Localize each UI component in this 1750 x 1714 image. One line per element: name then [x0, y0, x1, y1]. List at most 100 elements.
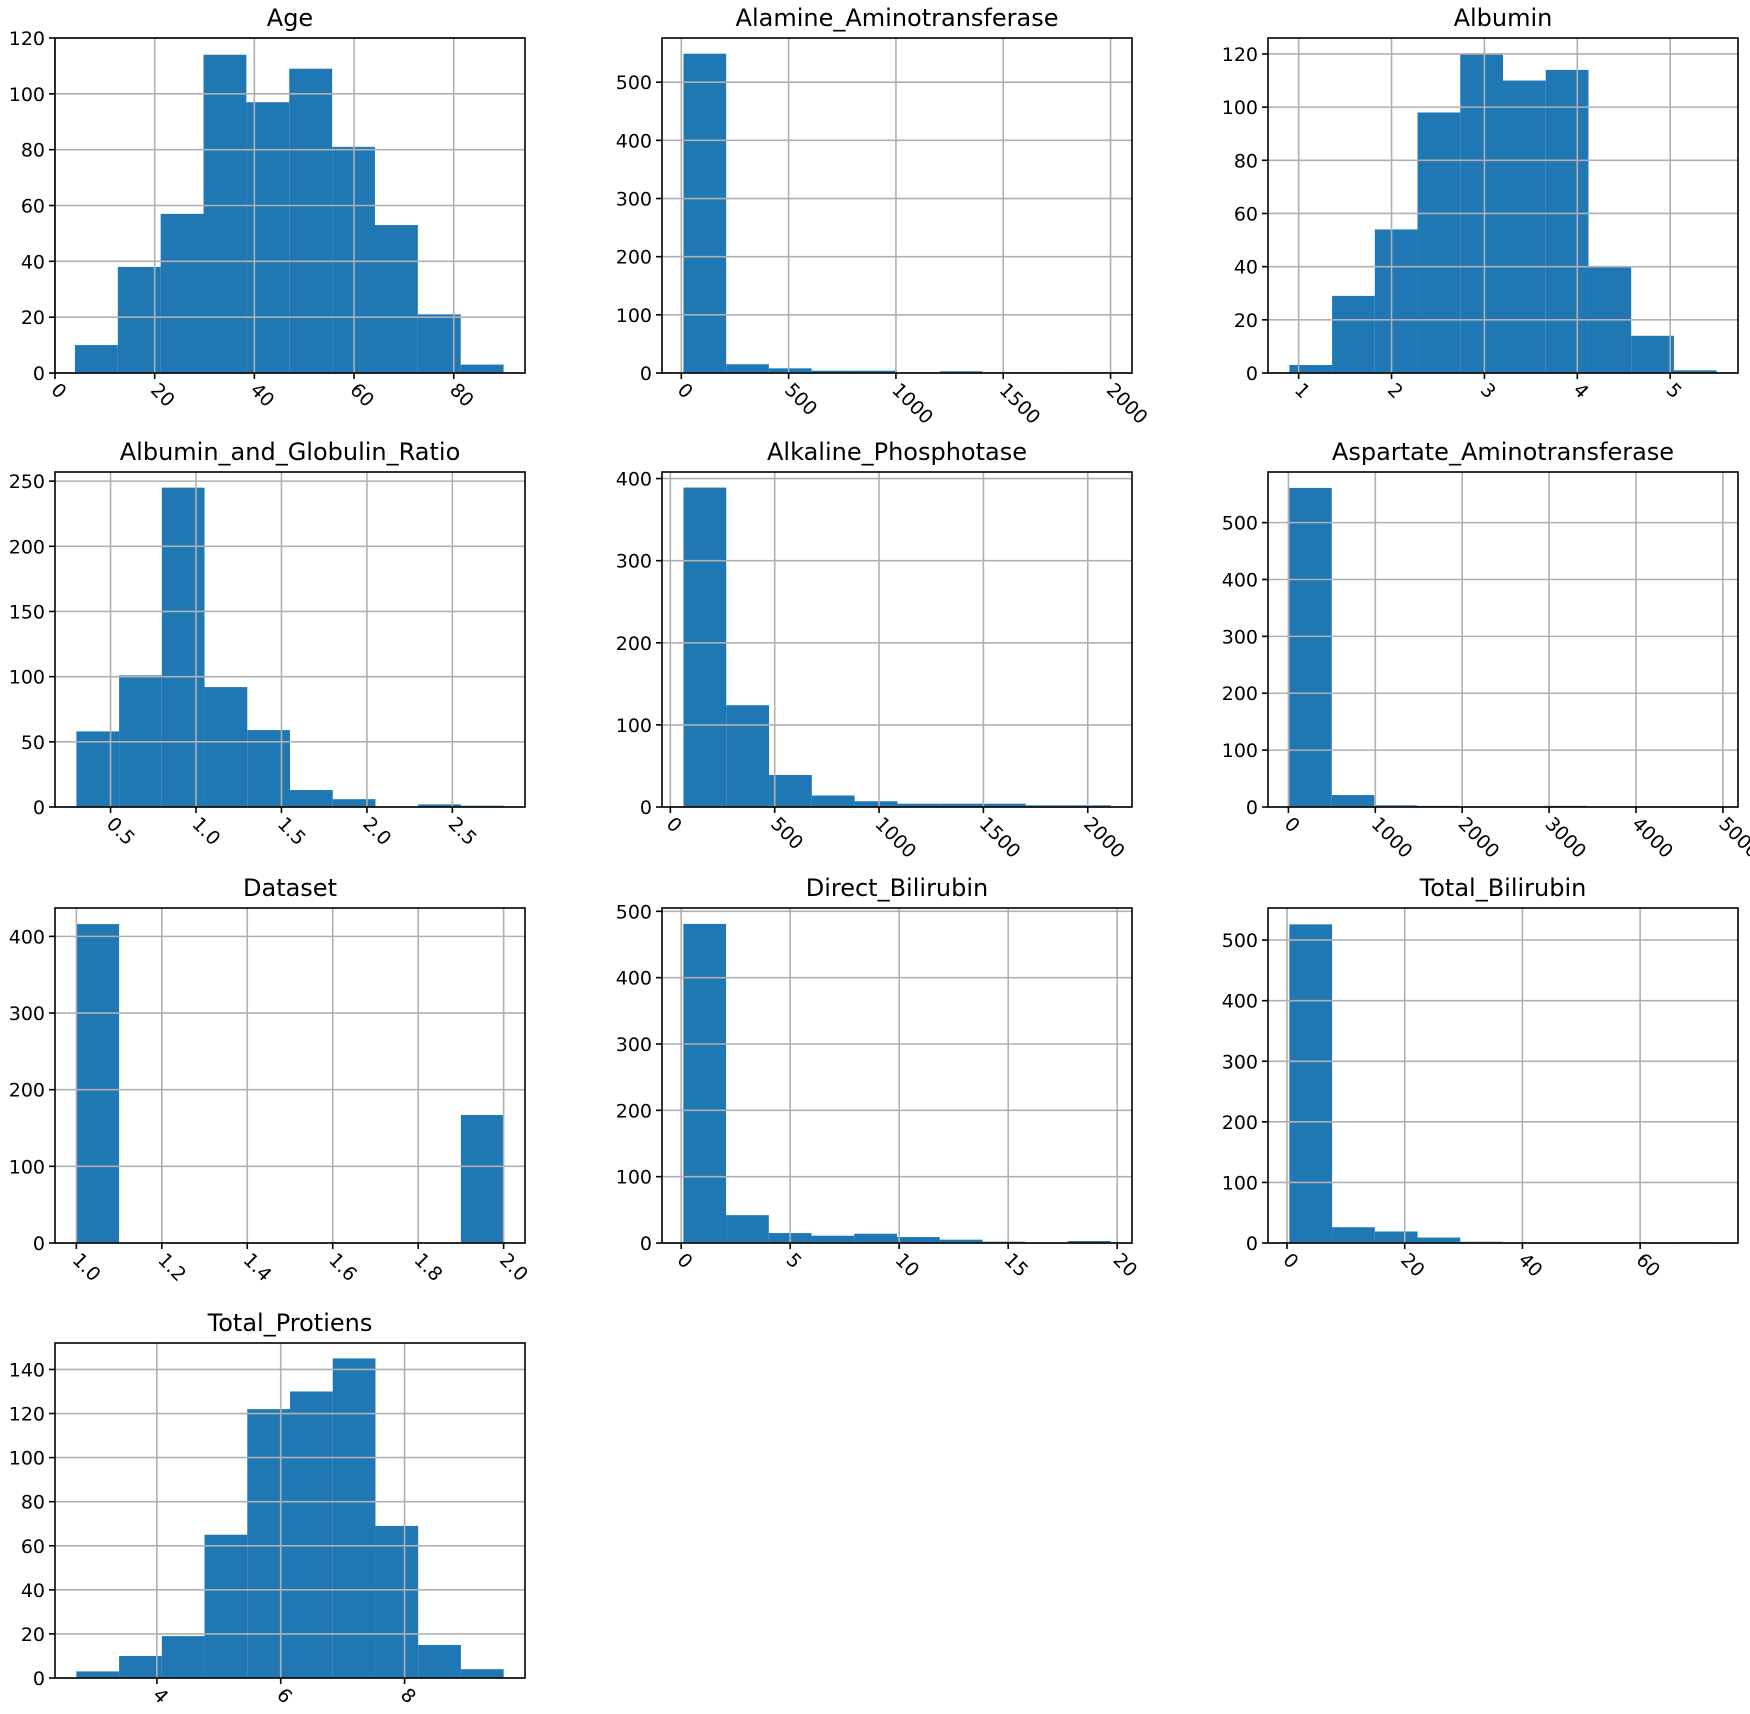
total-protiens-bar — [247, 1409, 290, 1678]
total-protiens-x-tick-label: 6 — [272, 1684, 296, 1708]
alkaline-phosphotase-bar — [726, 705, 770, 807]
albumin-and-globulin-ratio-x-tick-label: 1.5 — [273, 813, 310, 850]
dataset-x-tick-label: 2.0 — [495, 1249, 532, 1286]
alkaline-phosphotase-x-tick-label: 2000 — [1079, 813, 1129, 863]
albumin-x-tick-label: 3 — [1476, 379, 1500, 403]
albumin-histogram: Albumin 0 20 40 60 80 100 120 1 2 3 4 5 — [1222, 4, 1739, 403]
albumin-y-tick-label: 80 — [1234, 150, 1258, 172]
dataset-histogram: Dataset 0 100 200 300 400 1.0 1.2 1.4 1.6 1.8 2.0 — [9, 874, 532, 1286]
total-protiens-bar — [204, 1534, 248, 1678]
alamine-aminotransferase-title: Alamine_Aminotransferase — [736, 4, 1059, 32]
albumin-and-globulin-ratio-bar — [418, 804, 461, 807]
total-protiens-y-tick-label: 40 — [21, 1580, 45, 1602]
total-protiens-y-tick-label: 100 — [9, 1448, 45, 1470]
age-y-tick-label: 0 — [33, 363, 45, 385]
dataset-x-tick-label: 1.2 — [153, 1249, 190, 1286]
total-bilirubin-histogram: Total_Bilirubin 0 100 200 300 400 500 0 20 40 60 — [1222, 874, 1739, 1282]
direct-bilirubin-y-tick-label: 200 — [616, 1100, 652, 1122]
albumin-axes-frame — [1267, 37, 1739, 374]
aspartate-aminotransferase-y-tick-label: 100 — [1222, 740, 1258, 762]
alamine-aminotransferase-axes-frame — [661, 37, 1133, 374]
total-protiens-y-tick-label: 80 — [21, 1492, 45, 1514]
aspartate-aminotransferase-axes-frame — [1267, 471, 1739, 808]
alamine-aminotransferase-x-tick-label: 500 — [780, 379, 821, 420]
direct-bilirubin-bar — [854, 1233, 897, 1243]
age-y-tick-label: 20 — [21, 307, 45, 329]
total-protiens-bar — [332, 1358, 376, 1678]
alkaline-phosphotase-y-tick-label: 0 — [640, 797, 652, 819]
alkaline-phosphotase-bar — [940, 803, 983, 807]
dataset-y-tick-label: 200 — [9, 1080, 45, 1102]
age-bar — [74, 345, 118, 373]
dataset-bar — [76, 924, 120, 1243]
alkaline-phosphotase-bar — [769, 774, 812, 807]
total-protiens-title: Total_Protiens — [207, 1309, 373, 1337]
alkaline-phosphotase-y-tick-label: 400 — [616, 469, 652, 491]
dataset-y-tick-label: 0 — [33, 1233, 45, 1255]
direct-bilirubin-title: Direct_Bilirubin — [806, 874, 989, 902]
alkaline-phosphotase-axes-frame — [661, 471, 1133, 808]
albumin-x-tick-label: 5 — [1662, 379, 1686, 403]
alamine-aminotransferase-y-tick-label: 100 — [616, 305, 652, 327]
alkaline-phosphotase-bar — [854, 801, 898, 807]
albumin-x-tick-label: 4 — [1569, 379, 1593, 403]
alamine-aminotransferase-y-tick-label: 500 — [616, 72, 652, 94]
age-y-tick-label: 40 — [21, 251, 45, 273]
age-x-tick-label: 0 — [46, 379, 70, 403]
age-x-tick-label: 60 — [346, 379, 379, 412]
total-bilirubin-x-tick-label: 40 — [1514, 1249, 1547, 1282]
albumin-y-tick-label: 40 — [1234, 257, 1258, 279]
total-bilirubin-bar — [1417, 1237, 1461, 1243]
albumin-and-globulin-ratio-x-tick-label: 2.0 — [358, 813, 395, 850]
albumin-bar — [1332, 295, 1375, 373]
total-protiens-y-tick-label: 20 — [21, 1624, 45, 1646]
alkaline-phosphotase-bar — [811, 795, 855, 807]
direct-bilirubin-y-tick-label: 0 — [640, 1233, 652, 1255]
alamine-aminotransferase-bar — [811, 370, 855, 373]
total-bilirubin-x-tick-label: 60 — [1632, 1249, 1665, 1282]
direct-bilirubin-x-tick-label: 20 — [1109, 1249, 1142, 1282]
albumin-bar — [1374, 229, 1418, 373]
albumin-and-globulin-ratio-x-tick-label: 1.0 — [187, 813, 224, 850]
alkaline-phosphotase-y-tick-label: 200 — [616, 633, 652, 655]
alkaline-phosphotase-histogram: Alkaline_Phosphotase 0 100 200 300 400 0 500 100… — [616, 438, 1133, 863]
albumin-and-globulin-ratio-y-tick-label: 150 — [9, 601, 45, 623]
age-histogram: Age 0 20 40 60 80 100 120 0 20 40 60 80 — [9, 4, 526, 412]
total-protiens-bar — [375, 1525, 419, 1678]
total-bilirubin-y-tick-label: 300 — [1222, 1051, 1258, 1073]
dataset-x-tick-label: 1.6 — [324, 1249, 361, 1286]
alamine-aminotransferase-y-tick-label: 300 — [616, 189, 652, 211]
dataset-y-tick-label: 300 — [9, 1003, 45, 1025]
alamine-aminotransferase-x-tick-label: 2000 — [1102, 379, 1152, 429]
aspartate-aminotransferase-y-tick-label: 300 — [1222, 626, 1258, 648]
albumin-y-tick-label: 0 — [1246, 363, 1258, 385]
direct-bilirubin-bar — [811, 1235, 855, 1243]
dataset-title: Dataset — [243, 874, 337, 902]
albumin-and-globulin-ratio-title: Albumin_and_Globulin_Ratio — [120, 438, 461, 466]
alamine-aminotransferase-y-tick-label: 0 — [640, 363, 652, 385]
age-y-tick-label: 60 — [21, 196, 45, 218]
alkaline-phosphotase-bar — [982, 803, 1026, 807]
direct-bilirubin-bar — [683, 923, 727, 1243]
albumin-bar — [1673, 370, 1717, 373]
alkaline-phosphotase-x-tick-label: 1000 — [871, 813, 921, 863]
aspartate-aminotransferase-y-tick-label: 400 — [1222, 569, 1258, 591]
total-bilirubin-title: Total_Bilirubin — [1419, 874, 1587, 902]
albumin-and-globulin-ratio-y-tick-label: 50 — [21, 732, 45, 754]
total-bilirubin-y-tick-label: 500 — [1222, 930, 1258, 952]
aspartate-aminotransferase-y-tick-label: 200 — [1222, 683, 1258, 705]
aspartate-aminotransferase-x-tick-label: 3000 — [1541, 813, 1591, 863]
alamine-aminotransferase-bar — [939, 371, 983, 373]
albumin-and-globulin-ratio-x-tick-label: 0.5 — [102, 813, 139, 850]
dataset-x-tick-label: 1.0 — [68, 1249, 105, 1286]
total-bilirubin-x-tick-label: 0 — [1278, 1249, 1302, 1273]
total-protiens-y-tick-label: 0 — [33, 1668, 45, 1690]
alkaline-phosphotase-y-tick-label: 100 — [616, 715, 652, 737]
total-protiens-bar — [76, 1671, 120, 1678]
albumin-and-globulin-ratio-bar — [247, 730, 290, 807]
total-protiens-bar — [290, 1391, 333, 1678]
direct-bilirubin-bar — [939, 1239, 983, 1243]
alamine-aminotransferase-y-tick-label: 400 — [616, 130, 652, 152]
aspartate-aminotransferase-bar — [1331, 795, 1375, 807]
age-x-tick-label: 80 — [445, 379, 478, 412]
